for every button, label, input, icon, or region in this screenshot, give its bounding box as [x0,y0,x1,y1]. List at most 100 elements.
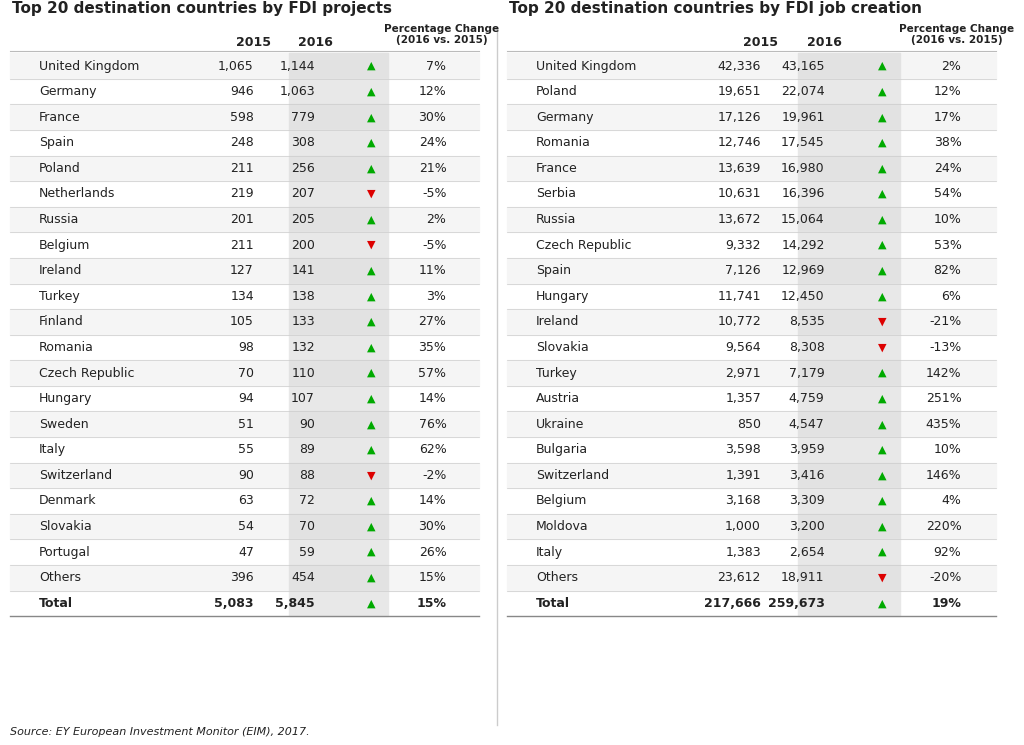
Text: 63: 63 [239,495,254,507]
Text: 51: 51 [238,418,254,431]
Text: ▲: ▲ [367,547,375,557]
Bar [289,232,388,258]
Bar [289,181,388,207]
Text: 2,654: 2,654 [788,545,824,559]
Text: ▲: ▲ [879,547,887,557]
Text: 54%: 54% [934,188,962,200]
Text: 12%: 12% [419,85,446,98]
Bar [798,539,900,565]
Text: 17,545: 17,545 [781,136,824,149]
Text: 2016: 2016 [298,37,333,49]
Text: ▼: ▼ [367,189,375,199]
Text: 1,065: 1,065 [218,60,254,72]
Text: Netherlands: Netherlands [39,188,116,200]
Bar [289,437,388,463]
Text: France: France [39,111,81,124]
Text: ▲: ▲ [879,368,887,378]
Bar [507,463,995,488]
Text: 13,672: 13,672 [718,213,761,226]
Text: 76%: 76% [419,418,446,431]
Text: ▲: ▲ [367,419,375,429]
Text: 90: 90 [299,418,315,431]
Text: 90: 90 [238,469,254,482]
Bar [289,335,388,361]
Text: 10,772: 10,772 [717,315,761,329]
Text: 134: 134 [230,290,254,302]
Text: 24%: 24% [419,136,446,149]
Text: ▲: ▲ [879,138,887,148]
Bar [507,53,995,79]
Bar [507,207,995,232]
Text: 15,064: 15,064 [781,213,824,226]
Text: Moldova: Moldova [536,520,589,533]
Text: 57%: 57% [419,367,446,379]
Text: 94: 94 [239,392,254,405]
Text: ▲: ▲ [367,291,375,301]
Text: 850: 850 [737,418,761,431]
Text: Spain: Spain [39,136,74,149]
Bar [289,411,388,437]
Bar [798,514,900,539]
Text: ▲: ▲ [367,368,375,378]
Text: 11,741: 11,741 [718,290,761,302]
Text: 138: 138 [291,290,315,302]
Bar [10,104,479,130]
Text: 59: 59 [299,545,315,559]
Text: ▼: ▼ [879,573,887,583]
Text: 5,083: 5,083 [214,597,254,610]
Text: 13,639: 13,639 [718,162,761,175]
Text: 38%: 38% [934,136,962,149]
Text: 19,651: 19,651 [718,85,761,98]
Text: 54: 54 [238,520,254,533]
Text: ▲: ▲ [879,163,887,174]
Text: Hungary: Hungary [536,290,590,302]
Text: 70: 70 [299,520,315,533]
Text: Spain: Spain [536,264,571,277]
Text: 3,309: 3,309 [788,495,824,507]
Text: ▲: ▲ [367,86,375,97]
Bar [507,104,995,130]
Text: 4,547: 4,547 [788,418,824,431]
Text: Turkey: Turkey [536,367,577,379]
Text: ▲: ▲ [879,522,887,531]
Text: Ireland: Ireland [536,315,580,329]
Bar [798,386,900,411]
Bar [10,53,479,79]
Text: 110: 110 [291,367,315,379]
Bar [798,591,900,616]
Bar [798,130,900,156]
Text: France: France [536,162,578,175]
Text: Czech Republic: Czech Republic [536,238,632,252]
Text: Germany: Germany [39,85,96,98]
Bar [798,284,900,309]
Bar [10,258,479,284]
Bar [10,309,479,335]
Text: ▲: ▲ [367,266,375,276]
Text: 205: 205 [291,213,315,226]
Text: 15%: 15% [419,571,446,584]
Text: ▲: ▲ [879,112,887,122]
Text: 43,165: 43,165 [781,60,824,72]
Text: 22,074: 22,074 [781,85,824,98]
Text: ▲: ▲ [367,112,375,122]
Bar [798,437,900,463]
Text: 14%: 14% [419,392,446,405]
Text: 256: 256 [291,162,315,175]
Bar [507,361,995,386]
Text: 11%: 11% [419,264,446,277]
Bar [289,386,388,411]
Text: 12,746: 12,746 [718,136,761,149]
Text: ▲: ▲ [879,61,887,71]
Text: 15%: 15% [417,597,446,610]
Bar [289,130,388,156]
Text: 6%: 6% [942,290,962,302]
Text: 16,980: 16,980 [781,162,824,175]
Bar [289,565,388,591]
Text: 30%: 30% [419,520,446,533]
Bar [289,53,388,79]
Text: 9,564: 9,564 [725,341,761,354]
Text: ▲: ▲ [367,138,375,148]
Bar [289,258,388,284]
Text: 219: 219 [230,188,254,200]
Bar [798,156,900,181]
